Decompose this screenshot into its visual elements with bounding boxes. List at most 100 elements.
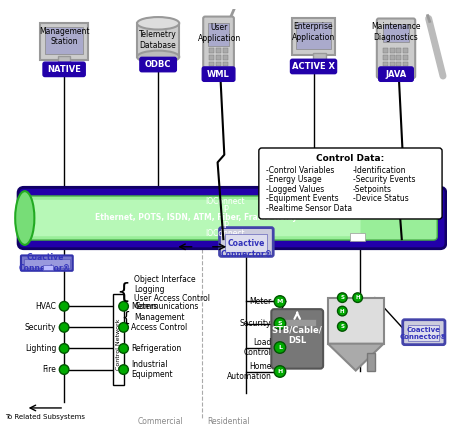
Text: Industrial
Equipment: Industrial Equipment (131, 360, 173, 379)
Text: User Access Control: User Access Control (134, 294, 210, 303)
Text: L: L (278, 345, 282, 350)
Text: Management
Station: Management Station (39, 27, 89, 46)
Text: H: H (355, 295, 360, 300)
FancyBboxPatch shape (259, 148, 442, 219)
Bar (223, 62, 228, 66)
Bar (137, 23, 179, 57)
FancyBboxPatch shape (379, 67, 413, 81)
FancyBboxPatch shape (290, 59, 336, 74)
Bar (216, 48, 221, 53)
Text: H: H (340, 309, 345, 314)
Text: Meter: Meter (249, 297, 272, 306)
Bar (390, 55, 395, 60)
Text: STB/Cable/
DSL: STB/Cable/ DSL (272, 326, 322, 345)
Bar (58, 56, 70, 66)
Text: Load
Control: Load Control (244, 338, 272, 357)
Circle shape (119, 343, 129, 353)
FancyBboxPatch shape (31, 200, 360, 236)
Circle shape (60, 323, 69, 332)
Text: ACTIVE X: ACTIVE X (292, 62, 335, 71)
Text: Coactive
Connector®: Coactive Connector® (220, 239, 272, 258)
Text: -Energy Usage: -Energy Usage (266, 175, 321, 184)
Text: {: { (121, 311, 130, 325)
FancyBboxPatch shape (403, 320, 445, 345)
Text: S: S (341, 324, 344, 329)
Circle shape (274, 366, 285, 377)
Bar (382, 24, 410, 42)
Bar (390, 62, 395, 66)
Circle shape (119, 302, 129, 311)
Text: H: H (277, 369, 283, 374)
Text: Coactive
Connector®: Coactive Connector® (19, 253, 71, 273)
Text: -Control Variables: -Control Variables (266, 166, 334, 174)
Circle shape (60, 343, 69, 353)
Bar (209, 62, 214, 66)
FancyBboxPatch shape (140, 57, 176, 72)
FancyBboxPatch shape (21, 256, 73, 271)
Text: Commercial: Commercial (137, 417, 183, 426)
Text: Security: Security (240, 319, 272, 328)
Bar (390, 48, 395, 53)
Bar (367, 353, 375, 371)
Bar (49, 66, 79, 72)
Bar (40, 23, 88, 60)
Bar (113, 294, 124, 385)
Circle shape (274, 318, 285, 329)
Text: {: { (116, 282, 130, 302)
Bar (254, 233, 269, 241)
Bar (409, 326, 439, 341)
FancyBboxPatch shape (220, 228, 273, 257)
Text: Home
Automation: Home Automation (226, 362, 272, 381)
Bar (403, 62, 408, 66)
FancyBboxPatch shape (202, 67, 235, 81)
Bar (396, 55, 401, 60)
Text: Control Data:: Control Data: (316, 154, 385, 163)
Circle shape (274, 296, 285, 307)
Bar (304, 62, 335, 69)
Polygon shape (328, 343, 383, 371)
Text: Security: Security (25, 323, 56, 332)
Circle shape (119, 365, 129, 375)
Text: User
Application: User Application (198, 23, 241, 42)
FancyBboxPatch shape (377, 18, 415, 78)
Text: IOConnect: IOConnect (206, 229, 245, 238)
Text: -Security Events: -Security Events (353, 175, 415, 184)
Text: Access Control: Access Control (131, 323, 188, 332)
Text: Ethernet, POTS, ISDN, ATM, Fiber, Frame Relay: Ethernet, POTS, ISDN, ATM, Fiber, Frame … (95, 212, 298, 222)
Text: Object Interface: Object Interface (134, 275, 196, 284)
Circle shape (60, 302, 69, 311)
Bar (225, 234, 267, 252)
Text: IP: IP (222, 205, 229, 214)
Text: S: S (278, 321, 282, 326)
Text: Logging: Logging (134, 284, 165, 294)
Bar (403, 55, 408, 60)
Bar (208, 23, 229, 46)
Ellipse shape (15, 191, 34, 245)
Text: Refrigeration: Refrigeration (131, 344, 181, 353)
Circle shape (337, 293, 347, 302)
Text: Maintenance
Diagnostics: Maintenance Diagnostics (371, 22, 421, 42)
Circle shape (353, 293, 363, 302)
Text: IOConnect: IOConnect (206, 197, 245, 206)
Text: -Setpoints: -Setpoints (353, 185, 392, 194)
Bar (383, 48, 388, 53)
Bar (396, 48, 401, 53)
Bar (45, 27, 83, 54)
Circle shape (119, 323, 129, 332)
Text: Enterprise
Application: Enterprise Application (292, 22, 335, 42)
Text: JAVA: JAVA (386, 69, 407, 79)
FancyBboxPatch shape (43, 62, 85, 76)
Bar (216, 62, 221, 66)
Bar (24, 259, 70, 268)
Text: Lighting: Lighting (25, 344, 56, 353)
Bar (209, 55, 214, 60)
Bar (43, 265, 53, 270)
Bar (403, 48, 408, 53)
Circle shape (337, 322, 347, 331)
Text: NATIVE: NATIVE (47, 65, 81, 74)
Text: ODBC: ODBC (145, 60, 171, 69)
FancyBboxPatch shape (18, 187, 446, 249)
Text: -Logged Values: -Logged Values (266, 185, 324, 194)
Bar (292, 18, 335, 55)
Bar (216, 55, 221, 60)
